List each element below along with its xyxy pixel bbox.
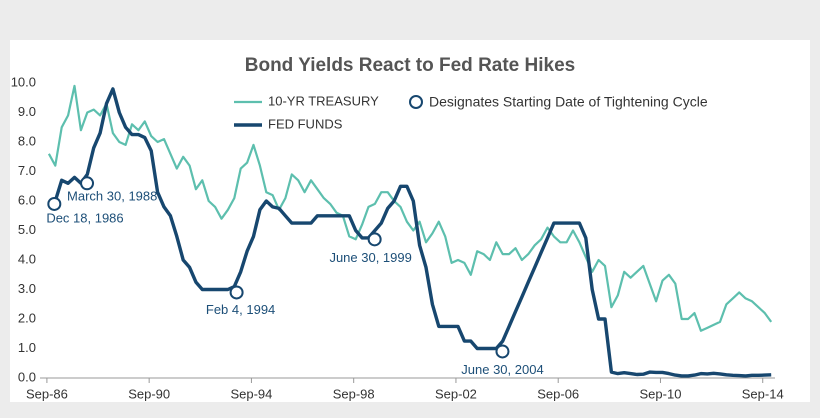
series-line [47, 84, 773, 332]
y-tick-label: 0.0 [18, 369, 36, 384]
y-tick-label: 3.0 [18, 281, 36, 296]
annotation-marker [80, 176, 95, 191]
annotation-label: Dec 18, 1986 [46, 210, 123, 225]
legend-label: Designates Starting Date of Tightening C… [429, 94, 708, 110]
legend-label: 10-YR TREASURY [268, 93, 379, 108]
y-tick-label: 7.0 [18, 163, 36, 178]
y-tick-label: 9.0 [18, 104, 36, 119]
annotation-label: June 30, 1999 [329, 250, 411, 265]
annotation-marker [495, 344, 510, 359]
y-tick-label: 2.0 [18, 310, 36, 325]
chart-title: Bond Yields React to Fed Rate Hikes [245, 55, 575, 76]
y-tick-label: 1.0 [18, 340, 36, 355]
annotation-marker [47, 196, 62, 211]
x-tick-label: Sep-14 [742, 386, 784, 401]
y-tick-label: 4.0 [18, 251, 36, 266]
x-tick-label: Sep-10 [640, 386, 682, 401]
annotation-marker [229, 285, 244, 300]
x-tick-label: Sep-98 [333, 386, 375, 401]
x-tick-label: Sep-94 [230, 386, 272, 401]
x-tick-label: Sep-86 [26, 386, 68, 401]
x-tick-label: Sep-06 [537, 386, 579, 401]
x-tick-label: Sep-02 [435, 386, 477, 401]
series-line [48, 87, 772, 378]
annotation-label: June 30, 2004 [461, 362, 543, 377]
annotation-marker [367, 232, 382, 247]
annotation-label: Feb 4, 1994 [206, 302, 275, 317]
legend-marker [409, 95, 423, 109]
legend-label: FED FUNDS [268, 116, 343, 131]
y-tick-label: 8.0 [18, 133, 36, 148]
x-tick-label: Sep-90 [128, 386, 170, 401]
annotation-label: March 30, 1988 [67, 189, 157, 204]
y-tick-label: 10.0 [11, 74, 36, 89]
y-tick-label: 6.0 [18, 192, 36, 207]
y-tick-label: 5.0 [18, 222, 36, 237]
